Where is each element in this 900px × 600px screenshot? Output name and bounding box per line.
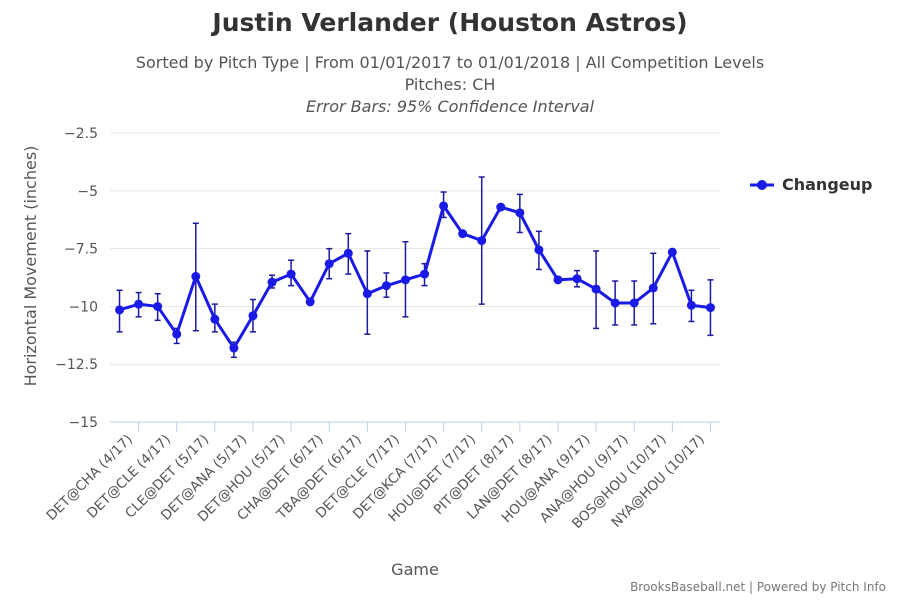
data-point xyxy=(400,275,410,285)
data-point xyxy=(229,343,239,353)
data-point xyxy=(515,208,525,218)
y-tick-label: −10 xyxy=(68,299,98,315)
y-axis-title: Horizontal Movement (inches) xyxy=(21,146,40,387)
data-point xyxy=(286,269,296,279)
data-point xyxy=(496,202,506,212)
credits-text[interactable]: BrooksBaseball.net | Powered by Pitch In… xyxy=(630,580,886,594)
data-point xyxy=(420,269,430,279)
data-point xyxy=(153,301,163,311)
data-point xyxy=(248,311,258,321)
pitch-type-label: Pitches: CH xyxy=(404,75,496,94)
y-tick-label: −2.5 xyxy=(64,126,98,142)
data-point xyxy=(343,248,353,258)
data-point xyxy=(591,284,601,294)
chart-subtitle: Sorted by Pitch Type | From 01/01/2017 t… xyxy=(135,53,765,72)
legend-marker-icon xyxy=(750,179,774,190)
data-point xyxy=(305,297,315,307)
legend-label: Changeup xyxy=(782,175,873,194)
data-point xyxy=(705,303,715,313)
chart-title: Justin Verlander (Houston Astros) xyxy=(212,8,688,37)
data-point xyxy=(667,247,677,257)
y-tick-label: −12.5 xyxy=(55,357,98,373)
x-axis-title: Game xyxy=(391,560,439,579)
data-point xyxy=(115,305,125,315)
legend-item-changeup[interactable]: Changeup xyxy=(750,175,872,194)
data-point xyxy=(534,245,544,255)
data-point xyxy=(686,300,696,310)
data-point xyxy=(439,201,449,211)
data-point xyxy=(172,329,182,339)
series-line-changeup xyxy=(119,204,711,350)
y-tick-label: −5 xyxy=(77,184,98,200)
data-point xyxy=(458,229,468,239)
data-point xyxy=(267,277,277,287)
data-point xyxy=(191,271,201,281)
data-point xyxy=(553,275,563,285)
data-point xyxy=(648,283,658,293)
data-point xyxy=(210,314,220,324)
data-point xyxy=(572,274,582,284)
data-point xyxy=(629,298,639,308)
data-point xyxy=(381,281,391,291)
y-tick-label: −15 xyxy=(68,415,98,431)
data-point xyxy=(477,236,487,246)
data-point xyxy=(324,259,334,269)
data-point xyxy=(610,298,620,308)
data-point xyxy=(362,289,372,299)
y-tick-label: −7.5 xyxy=(64,242,98,258)
error-bar-note: Error Bars: 95% Confidence Interval xyxy=(305,97,595,116)
data-point xyxy=(134,299,144,309)
